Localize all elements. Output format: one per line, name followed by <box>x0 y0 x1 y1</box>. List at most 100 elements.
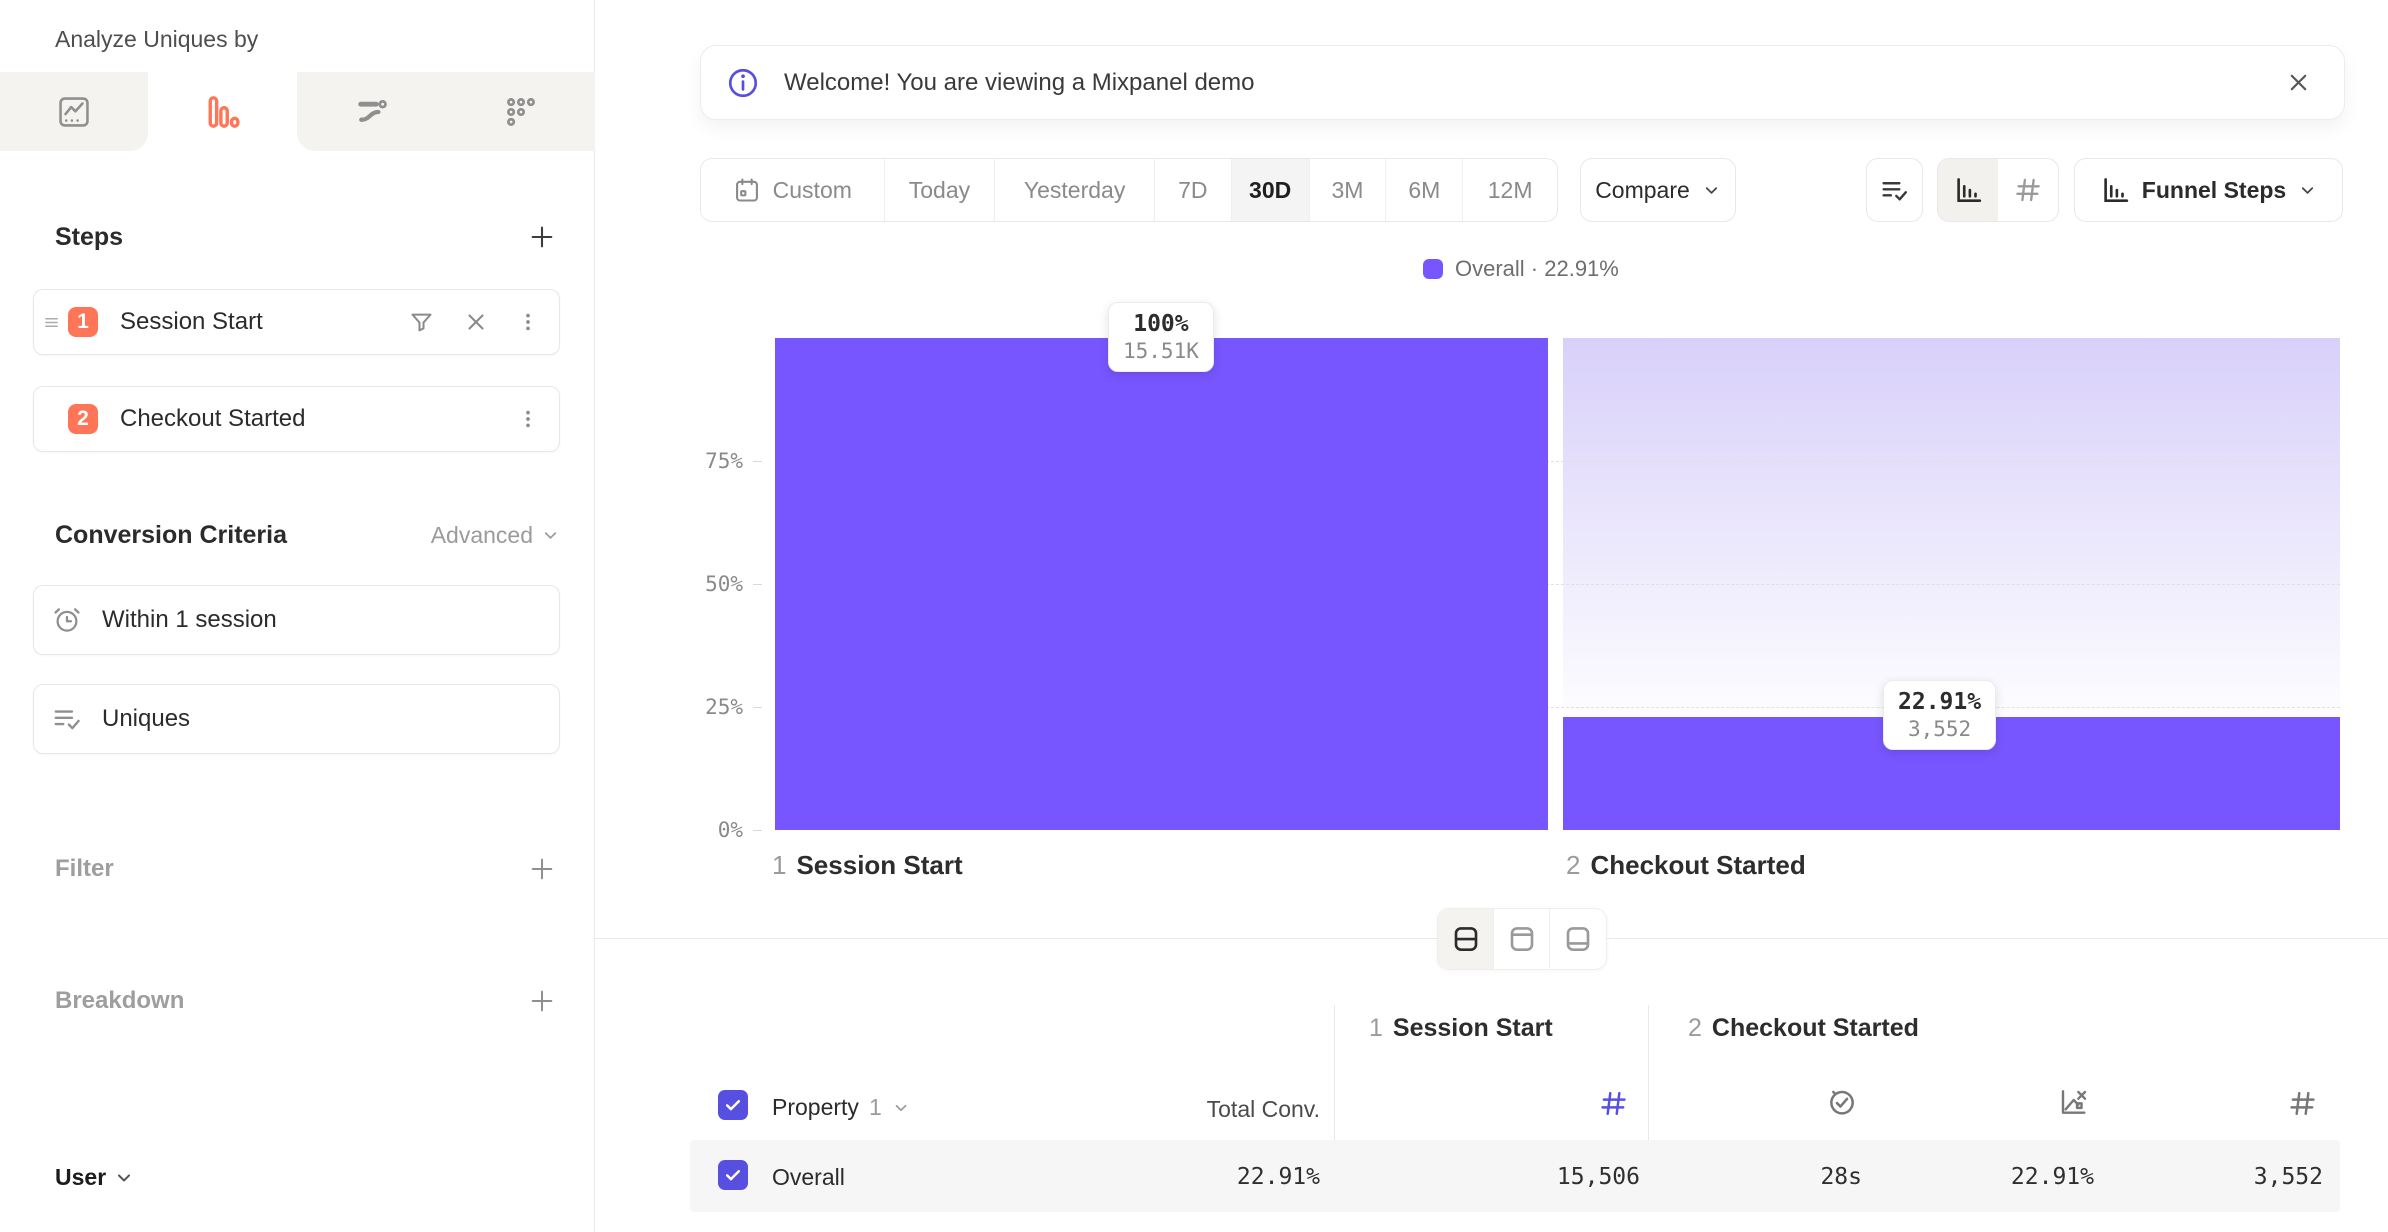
banner-text: Welcome! You are viewing a Mixpanel demo <box>784 68 1255 96</box>
select-all-checkbox[interactable] <box>718 1090 748 1120</box>
total-conv-header: Total Conv. <box>1206 1096 1320 1122</box>
bar-pct: 22.91% <box>1898 689 1982 715</box>
add-breakdown-button[interactable] <box>524 983 560 1019</box>
step-filter-icon[interactable] <box>404 305 439 340</box>
drag-handle-icon[interactable] <box>42 315 60 330</box>
layout-chart-only-icon[interactable] <box>1494 909 1550 969</box>
date-range-label: 12M <box>1487 176 1533 203</box>
conversion-window-card[interactable]: Within 1 session <box>33 585 560 655</box>
chevron-down-icon <box>1702 181 1721 200</box>
counting-method-label: Uniques <box>102 705 191 732</box>
counting-method-card[interactable]: Uniques <box>33 684 560 754</box>
date-range-label: 30D <box>1249 176 1292 203</box>
step-menu-kebab-icon[interactable] <box>513 404 543 434</box>
funnel-column-session-start[interactable] <box>775 338 1548 830</box>
step-label: Checkout Started <box>120 405 306 432</box>
count-column-icon[interactable] <box>1598 1088 1629 1119</box>
compare-button[interactable]: Compare <box>1580 158 1736 222</box>
y-axis-tick-label: 50% <box>705 572 743 596</box>
advanced-dropdown[interactable]: Advanced <box>431 522 560 549</box>
date-range-3m[interactable]: 3M <box>1309 159 1387 221</box>
date-range-label: 3M <box>1331 176 1364 203</box>
tab-flows[interactable] <box>297 72 446 151</box>
table-group-checkout-started: 2 Checkout Started <box>1688 1014 1919 1043</box>
step-number-badge: 2 <box>68 404 98 434</box>
row-name: Overall <box>772 1164 845 1190</box>
legend-text: Overall · 22.91% <box>1455 256 1619 281</box>
chevron-down-icon <box>2298 181 2317 200</box>
count-column-icon[interactable] <box>2287 1088 2318 1119</box>
property-dropdown[interactable]: Property 1 <box>772 1094 910 1121</box>
add-step-button[interactable] <box>524 219 560 255</box>
gridline-25 <box>775 707 2340 708</box>
step-menu-kebab-icon[interactable] <box>513 307 543 337</box>
legend-swatch <box>1423 259 1443 279</box>
date-range-custom[interactable]: Custom <box>701 159 885 221</box>
step-card-session-start[interactable]: 1 Session Start <box>33 289 560 355</box>
step-number: 2 <box>1566 850 1581 880</box>
date-range-12m[interactable]: 12M <box>1463 159 1557 221</box>
conversion-rate-column-icon[interactable] <box>2057 1086 2089 1118</box>
percent-bars-toggle[interactable] <box>1938 159 1998 221</box>
funnel-column-checkout-started[interactable] <box>1563 338 2340 830</box>
date-range-today[interactable]: Today <box>884 159 996 221</box>
chart-type-dropdown[interactable]: Funnel Steps <box>2074 158 2343 222</box>
uniques-list-icon <box>1880 176 1909 205</box>
table-column-divider <box>1648 1005 1649 1212</box>
date-range-label: Yesterday <box>1023 176 1126 203</box>
analyze-label: Analyze Uniques by <box>55 26 259 52</box>
time-to-convert-column-icon[interactable] <box>1826 1086 1858 1118</box>
step-card-checkout-started[interactable]: 2 Checkout Started <box>33 386 560 452</box>
uniques-list-icon <box>52 704 82 734</box>
layout-split-icon[interactable] <box>1438 909 1494 969</box>
bar-chart-icon <box>1953 175 1983 205</box>
conversion-window-label: Within 1 session <box>102 606 277 633</box>
group-number: 1 <box>1369 1014 1383 1042</box>
row-checkbox[interactable] <box>718 1160 748 1190</box>
date-range-yesterday[interactable]: Yesterday <box>995 159 1155 221</box>
alarm-clock-icon <box>52 605 82 635</box>
chevron-down-icon <box>114 1168 134 1188</box>
tab-funnels[interactable] <box>148 72 297 151</box>
date-range-6m[interactable]: 6M <box>1386 159 1464 221</box>
funnel-bar-session-start[interactable] <box>775 338 1548 830</box>
chart-type-label: Funnel Steps <box>2141 176 2287 203</box>
insights-icon <box>57 95 91 129</box>
remove-step-icon[interactable] <box>459 305 493 339</box>
tab-insights[interactable] <box>0 72 148 151</box>
add-filter-button[interactable] <box>524 851 560 887</box>
close-icon[interactable] <box>2281 65 2316 100</box>
analyze-header: Analyze Uniques by User <box>0 0 594 1190</box>
date-range-7d[interactable]: 7D <box>1154 159 1232 221</box>
date-range-label: 6M <box>1408 176 1441 203</box>
report-type-tabs <box>0 72 595 151</box>
step-name: Session Start <box>796 850 963 880</box>
tab-retention[interactable] <box>446 72 595 151</box>
bar-value-label-checkout-started: 22.91% 3,552 <box>1883 680 1997 750</box>
table-row[interactable] <box>690 1140 2340 1212</box>
y-axis-tick-label: 75% <box>705 449 743 473</box>
advanced-label: Advanced <box>430 522 533 548</box>
layout-table-only-icon[interactable] <box>1550 909 1606 969</box>
cell-session-start-count: 15,506 <box>1556 1164 1640 1190</box>
analyze-by-dropdown[interactable]: User <box>55 1164 255 1191</box>
step-label: Session Start <box>120 308 263 335</box>
conversion-criteria-title: Conversion Criteria <box>55 521 288 549</box>
cell-conversion-rate: 22.91% <box>2010 1164 2094 1190</box>
step-number-badge: 1 <box>68 307 98 337</box>
bar-count: 3,552 <box>1907 717 1972 741</box>
analyze-by-value: User <box>55 1164 107 1190</box>
cell-avg-time: 28s <box>1820 1164 1862 1190</box>
absolute-numbers-toggle[interactable] <box>1998 159 2058 221</box>
counting-toggle-button[interactable] <box>1866 158 1923 222</box>
y-axis-tick-label: 25% <box>705 695 743 719</box>
property-label: Property <box>772 1094 859 1120</box>
chart-legend[interactable]: Overall · 22.91% <box>1423 256 1619 282</box>
main-panel: Welcome! You are viewing a Mixpanel demo… <box>595 0 2388 1232</box>
funnel-steps-icon <box>2100 175 2130 205</box>
date-range-30d[interactable]: 30D <box>1231 159 1310 221</box>
y-axis-tick <box>753 584 762 585</box>
table-group-session-start: 1 Session Start <box>1369 1014 1553 1043</box>
steps-title: Steps <box>55 222 124 251</box>
